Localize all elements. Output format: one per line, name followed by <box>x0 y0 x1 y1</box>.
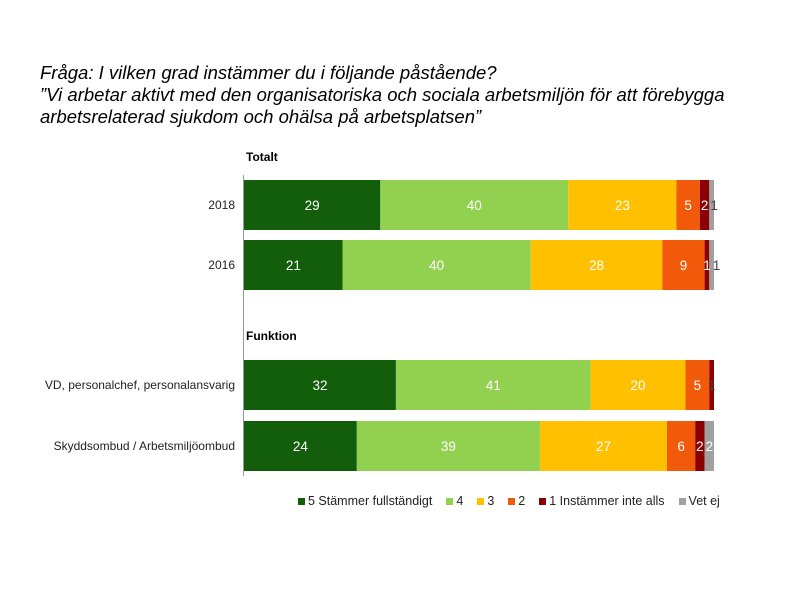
legend-label: 2 <box>518 494 526 508</box>
bar-segment <box>244 180 381 230</box>
bar-segment <box>244 421 357 471</box>
group-label: Totalt <box>246 150 278 164</box>
data-label: 39 <box>441 439 456 454</box>
bar-segment <box>676 180 700 230</box>
data-label: 1 <box>713 258 721 273</box>
legend-swatch <box>477 498 485 505</box>
data-label: 2 <box>701 198 709 213</box>
data-label: 29 <box>305 198 320 213</box>
legend-label: 3 <box>487 494 495 508</box>
data-label: 2 <box>696 439 704 454</box>
bar-segment <box>704 240 710 290</box>
data-label: 41 <box>486 378 501 393</box>
bar-segment <box>709 240 714 290</box>
category-label: Skyddsombud / Arbetsmiljöombud <box>54 439 235 453</box>
data-label: 5 <box>694 378 702 393</box>
group-label: Funktion <box>246 329 297 343</box>
legend-swatch <box>508 498 516 505</box>
data-label: 5 <box>684 198 692 213</box>
bar-segment <box>699 180 710 230</box>
bar-segment <box>685 360 710 410</box>
legend-item: Vet ej <box>678 494 720 508</box>
category-label: VD, personalchef, personalansvarig <box>45 378 235 392</box>
legend-label: 5 Stämmer fullständigt <box>308 494 433 508</box>
data-label: 9 <box>680 258 688 273</box>
bar-segment <box>342 240 531 290</box>
bar-segment <box>667 421 696 471</box>
legend-swatch <box>446 498 454 505</box>
category-label: 2016 <box>208 258 235 272</box>
data-label: 40 <box>467 198 482 213</box>
data-label: 1 <box>710 198 718 213</box>
category-label: 2018 <box>208 198 235 212</box>
legend-item: 4 <box>446 494 463 508</box>
bar-segment <box>395 360 591 410</box>
data-label: 21 <box>286 258 301 273</box>
data-label: 28 <box>589 258 604 273</box>
legend-item: 3 <box>477 494 494 508</box>
data-label: 20 <box>631 378 646 393</box>
bar-segment <box>356 421 541 471</box>
chart-title: Fråga: I vilken grad instämmer du i följ… <box>40 62 725 128</box>
legend: 5 Stämmer fullständigt 4 3 2 1 Instämmer int… <box>298 494 720 508</box>
data-label: 32 <box>312 378 327 393</box>
data-label: 2 <box>706 439 714 454</box>
bar-segment <box>568 180 677 230</box>
legend-label: 4 <box>456 494 464 508</box>
bar-segment <box>244 240 343 290</box>
data-label: 24 <box>293 439 309 454</box>
bar-segment <box>590 360 686 410</box>
bar-segment <box>662 240 705 290</box>
data-label: 23 <box>615 198 630 213</box>
legend-label: Vet ej <box>688 494 720 508</box>
bar-segment <box>244 360 396 410</box>
bar-segment <box>709 360 714 410</box>
title-line: arbetsrelaterad sjukdom och ohälsa på ar… <box>40 106 482 127</box>
bar-segment <box>530 240 663 290</box>
legend-swatch <box>298 498 305 505</box>
legend-swatch <box>678 498 686 505</box>
bar-segment <box>704 421 714 471</box>
data-label: 6 <box>677 439 685 454</box>
bar-segment <box>695 421 705 471</box>
data-label: 40 <box>429 258 444 273</box>
data-label: 1 <box>703 258 711 273</box>
bar-segment <box>709 180 714 230</box>
legend-label: 1 Instämmer inte alls <box>549 494 665 508</box>
legend-item: 5 Stämmer fullständigt <box>298 494 432 508</box>
title-line: Fråga: I vilken grad instämmer du i följ… <box>40 62 497 83</box>
bar-segment <box>380 180 569 230</box>
legend-item: 2 <box>508 494 525 508</box>
bar-segment <box>540 421 667 471</box>
title-line: ”Vi arbetar aktivt med den organisatoris… <box>40 84 725 105</box>
data-label: 27 <box>596 439 611 454</box>
legend-item: 1 Instämmer inte alls <box>539 494 665 508</box>
data-label: 1 <box>708 378 716 393</box>
legend-swatch <box>539 498 547 505</box>
